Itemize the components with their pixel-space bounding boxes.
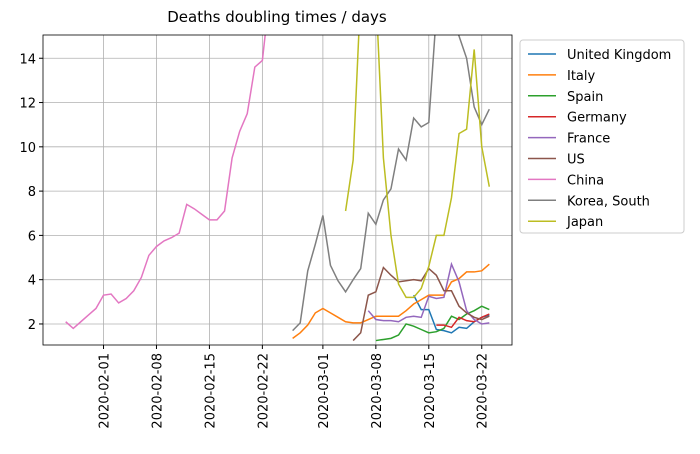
y-tick-label: 14 — [19, 52, 36, 67]
series-line — [292, 263, 490, 339]
y-tick-label: 8 — [28, 185, 36, 200]
y-tick-label: 6 — [28, 229, 36, 244]
legend-label: Spain — [567, 90, 603, 105]
legend-label: China — [567, 173, 604, 188]
grid — [43, 35, 512, 345]
series-line — [344, 35, 491, 299]
y-tick-label: 4 — [28, 274, 36, 289]
legend-label: Italy — [567, 69, 596, 84]
series-line — [375, 305, 490, 342]
y-tick-label: 12 — [19, 97, 36, 112]
series-line — [352, 266, 490, 342]
legend-label: Japan — [566, 215, 603, 230]
legend-label: Germany — [567, 111, 627, 126]
y-tick-label: 2 — [28, 318, 36, 333]
series-line — [436, 313, 490, 329]
series-lines — [65, 35, 491, 342]
legend-label: US — [567, 153, 585, 168]
legend-box — [519, 39, 685, 234]
legend-label: France — [567, 132, 610, 147]
x-tick-label: 2020-02-08 — [150, 353, 165, 429]
series-line — [292, 35, 490, 332]
x-tick-label: 2020-02-15 — [203, 353, 218, 429]
legend-label: Korea, South — [567, 194, 650, 209]
x-tick-label: 2020-03-01 — [317, 353, 332, 429]
series-line — [65, 35, 266, 330]
x-tick-label: 2020-03-15 — [423, 353, 438, 429]
y-tick-label: 10 — [19, 141, 36, 156]
plot-frame — [42, 34, 513, 346]
chart-title: Deaths doubling times / days — [167, 8, 387, 26]
x-tick-label: 2020-03-08 — [370, 353, 385, 429]
x-tick-label: 2020-03-22 — [476, 353, 491, 429]
x-tick-label: 2020-02-01 — [98, 353, 113, 429]
x-tick-label: 2020-02-22 — [256, 353, 271, 429]
legend-label: United Kingdom — [567, 48, 671, 63]
